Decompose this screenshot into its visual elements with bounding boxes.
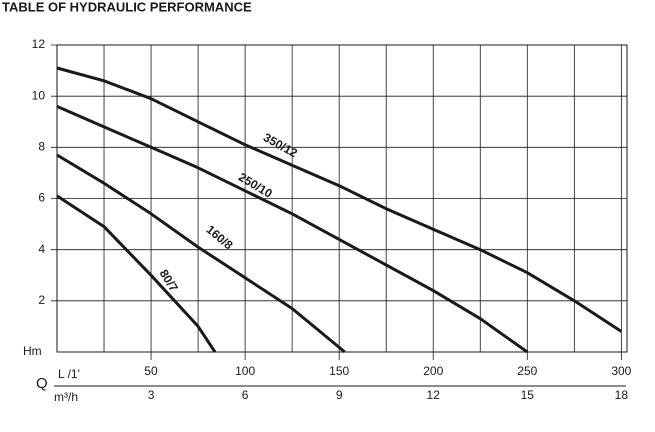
x2-tick-label: 6 — [242, 388, 249, 402]
curve — [56, 153, 346, 354]
x2-tick-label: 3 — [148, 388, 155, 402]
x2-tick-label: 12 — [427, 388, 441, 402]
chart-title: TABLE OF HYDRAULIC PERFORMANCE — [2, 0, 252, 14]
x-axis-label: L /1' — [58, 367, 80, 381]
x-tick-label: 50 — [144, 364, 158, 378]
x2-tick-label: 18 — [615, 388, 629, 402]
x-axis-prefix: Q — [36, 375, 48, 392]
x-tick-label: 300 — [611, 364, 631, 378]
x2-tick-label: 15 — [521, 388, 535, 402]
curve-label: 350/12 — [261, 130, 300, 160]
curve — [56, 194, 217, 353]
x2-axis-label: m³/h — [54, 390, 78, 404]
curve — [56, 66, 623, 333]
x-tick-label: 250 — [517, 364, 537, 378]
y-tick-label: 10 — [32, 88, 46, 102]
y-tick-label: 2 — [38, 293, 45, 307]
x-tick-label: 150 — [329, 364, 349, 378]
y-tick-label: 6 — [38, 191, 45, 205]
x-tick-label: 200 — [423, 364, 443, 378]
x2-tick-label: 9 — [336, 388, 343, 402]
x-tick-label: 100 — [235, 364, 255, 378]
y-axis-label: Hm — [23, 344, 42, 358]
y-tick-label: 12 — [32, 37, 46, 51]
curve-label: 80/7 — [157, 267, 181, 295]
y-tick-label: 4 — [38, 242, 45, 256]
curve-label: 160/8 — [204, 222, 236, 252]
curve — [56, 105, 529, 354]
y-tick-label: 8 — [38, 140, 45, 154]
